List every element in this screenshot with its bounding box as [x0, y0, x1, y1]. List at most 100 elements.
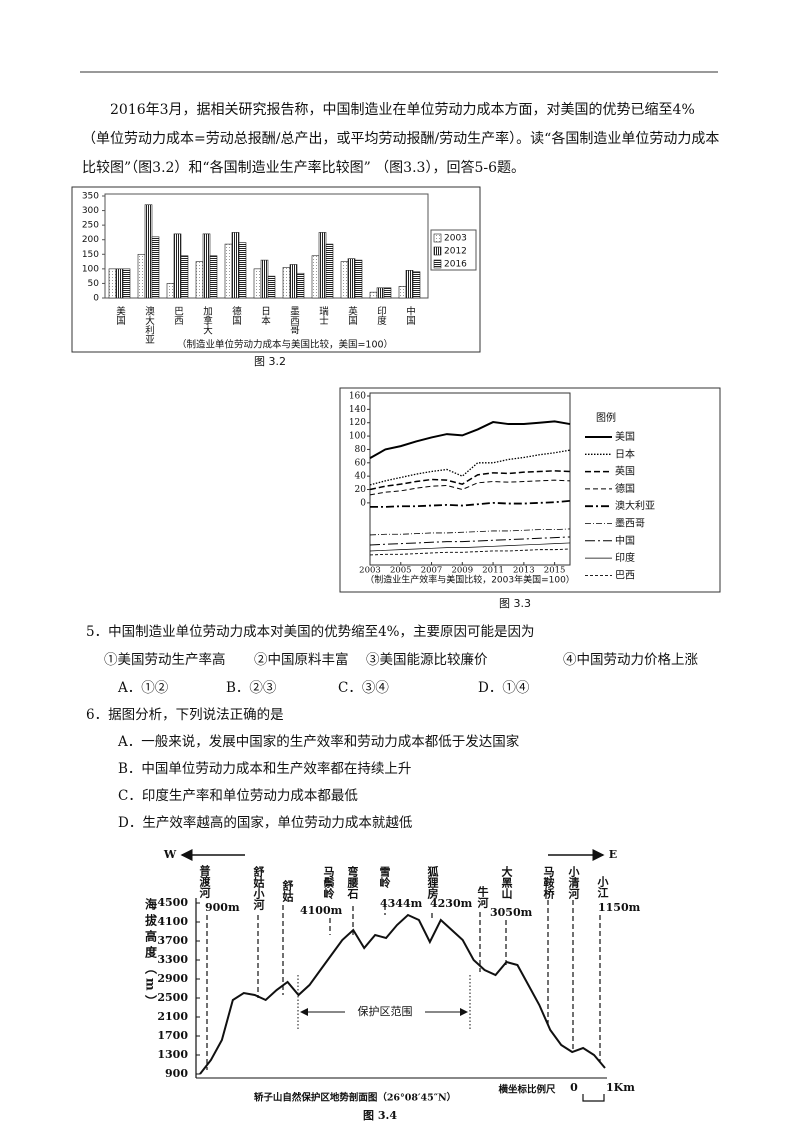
figure-frame — [71, 186, 481, 353]
y-tick-label: 4100 — [157, 915, 188, 928]
legend-title: 图例 — [596, 411, 616, 424]
answer-option: D．①④ — [478, 680, 530, 696]
figure-note: （制造业单位劳动力成本与美国比较，美国=100） — [177, 339, 393, 351]
x-tick-label: 2015 — [544, 566, 566, 576]
figure-title: 轿子山自然保护区地势剖面图（26°08′45″N） — [254, 1092, 456, 1104]
x-tick-label: 墨西哥 — [288, 306, 300, 335]
question-stem: 5．中国制造业单位劳动力成本对美国的优势缩至4%，主要原因可能是因为 — [86, 624, 535, 640]
series-line — [370, 499, 571, 508]
place-name: 弯腰石 — [346, 865, 360, 900]
legend-label: 中国 — [615, 534, 635, 547]
place-height: 900m — [205, 901, 240, 914]
bar — [238, 242, 247, 299]
legend-label: 英国 — [615, 465, 635, 478]
place-name: 马鬃岭 — [322, 866, 335, 900]
bar — [173, 233, 182, 299]
y-tick-label: 160 — [349, 392, 366, 402]
place-name: 小江 — [596, 875, 610, 899]
bar — [122, 268, 131, 299]
series-line — [369, 449, 571, 486]
y-tick-label: 100 — [349, 432, 366, 442]
legend-frame — [430, 229, 477, 271]
bar — [144, 204, 153, 299]
series-line — [369, 536, 571, 546]
figure-caption: 图 3.4 — [363, 1109, 397, 1122]
bar — [405, 270, 414, 299]
place-height: 4230m — [430, 897, 473, 910]
bar — [282, 267, 291, 299]
place-name: 牛河 — [476, 885, 489, 909]
place-height: 1150m — [598, 901, 641, 914]
legend-label: 印度 — [615, 551, 635, 564]
legend-label: 巴西 — [615, 569, 635, 581]
x-tick-label: 德国 — [230, 305, 242, 326]
legend-swatch — [433, 246, 442, 256]
profile-line — [199, 913, 606, 1075]
series-line — [369, 470, 571, 491]
bar — [398, 286, 407, 299]
y-tick-label: 2500 — [157, 991, 188, 1004]
axis-title: 海拔高度（m） — [144, 897, 158, 1011]
y-tick-label: 40 — [355, 472, 367, 482]
y-tick-label: 50 — [88, 279, 100, 289]
legend-label: 澳大利亚 — [615, 499, 655, 512]
x-tick-label: 英国 — [346, 305, 358, 326]
place-height: 3050m — [490, 906, 533, 919]
scale-end: 1Km — [606, 1081, 635, 1094]
bar — [108, 268, 117, 299]
question-item: ④中国劳动力价格上涨 — [563, 652, 698, 668]
legend-label: 德国 — [615, 482, 635, 495]
question-item: ①美国劳动生产率高 — [104, 652, 226, 668]
x-tick-label: 澳大利亚 — [143, 305, 155, 344]
bar — [202, 233, 211, 299]
y-tick-label: 3300 — [157, 953, 188, 966]
answer-option: A．①② — [118, 680, 169, 696]
east-label: E — [609, 848, 617, 861]
bar — [318, 232, 327, 299]
x-tick-label: 2005 — [390, 566, 412, 576]
answer-option: B．②③ — [226, 680, 277, 696]
x-tick-label: 瑞士 — [317, 305, 329, 325]
y-tick-label: 200 — [82, 235, 99, 245]
place-name: 大黑山 — [500, 865, 513, 900]
y-tick-label: 100 — [82, 264, 99, 274]
y-tick-label: 0 — [360, 498, 366, 508]
place-name: 舒姑 — [281, 879, 294, 903]
bar — [195, 261, 204, 299]
bar — [260, 259, 269, 299]
legend-swatch — [433, 233, 442, 243]
x-tick-label: 2009 — [451, 566, 473, 576]
legend-label: 2012 — [444, 247, 467, 257]
place-name: 雪岭 — [378, 866, 391, 889]
bar — [340, 261, 349, 299]
place-name: 普渡河 — [198, 864, 211, 899]
bar — [311, 255, 320, 299]
legend-label: 2016 — [444, 260, 467, 270]
y-tick-label: 300 — [82, 206, 99, 216]
place-height: 4344m — [380, 897, 423, 910]
figure-note: （制造业生产效率与美国比较，2003年美国=100） — [365, 574, 575, 586]
x-tick-label: 印度 — [375, 305, 387, 326]
y-tick-label: 140 — [349, 405, 366, 415]
answer-option: D．生产效率越高的国家，单位劳动力成本就越低 — [118, 815, 413, 831]
answer-option: C．印度生产率和单位劳动力成本都最低 — [118, 788, 358, 804]
legend-label: 日本 — [615, 447, 635, 460]
y-tick-label: 350 — [82, 192, 99, 202]
figure-frame — [339, 387, 721, 593]
bar — [267, 275, 276, 299]
intro-paragraph: 2016年3月，据相关研究报告称，中国制造业在单位劳动力成本方面，对美国的优势已… — [82, 102, 720, 176]
bar — [369, 291, 378, 299]
y-tick-label: 80 — [355, 445, 367, 455]
y-tick-label: 3700 — [157, 934, 188, 947]
y-tick-label: 250 — [82, 221, 99, 231]
bar — [376, 287, 385, 299]
bar — [180, 255, 189, 299]
x-tick-label: 巴西 — [172, 306, 184, 326]
bar — [137, 253, 146, 299]
series-line — [369, 548, 571, 556]
legend-swatch — [433, 259, 442, 269]
bar — [253, 268, 262, 299]
y-tick-label: 150 — [82, 250, 99, 260]
